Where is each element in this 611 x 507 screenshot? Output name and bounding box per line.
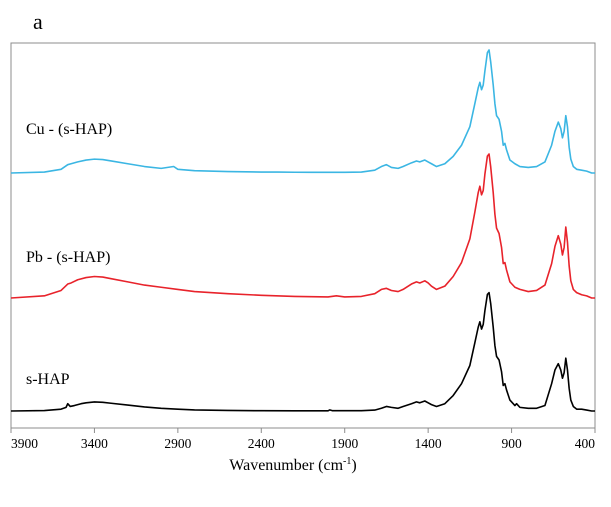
plot-frame (10, 42, 596, 429)
x-axis-title-superscript: -1 (343, 456, 351, 467)
x-tick-label: 400 (575, 436, 596, 451)
x-tick-label: 1400 (415, 436, 442, 451)
series-label-shap: s-HAP (26, 371, 70, 388)
panel-label: a (33, 9, 43, 34)
x-tick-label: 1900 (331, 436, 358, 451)
x-axis-ticks (10, 428, 596, 433)
x-axis-title: Wavenumber (cm-1) (229, 456, 356, 474)
x-tick-label: 3400 (81, 436, 108, 451)
spectrum-line-pb (10, 153, 595, 299)
x-tick-label: 2400 (248, 436, 275, 451)
spectrum-line-shap (10, 291, 595, 412)
series-label-cu: Cu - (s-HAP) (26, 121, 112, 138)
x-tick-label: 900 (501, 436, 522, 451)
x-axis-title-suffix: ) (351, 457, 356, 474)
spectra-lines (10, 49, 595, 412)
x-axis-tick-labels: 3900 3400 2900 2400 1900 1400 900 400 (11, 436, 595, 451)
series-label-pb: Pb - (s-HAP) (26, 249, 110, 266)
x-tick-label: 3900 (11, 436, 38, 451)
spectrum-line-cu (10, 49, 595, 174)
x-axis-title-main: Wavenumber (cm (229, 457, 343, 474)
x-tick-label: 2900 (164, 436, 191, 451)
